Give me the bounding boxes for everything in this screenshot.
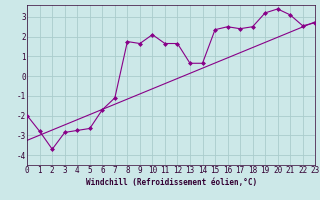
X-axis label: Windchill (Refroidissement éolien,°C): Windchill (Refroidissement éolien,°C) [86, 178, 257, 187]
